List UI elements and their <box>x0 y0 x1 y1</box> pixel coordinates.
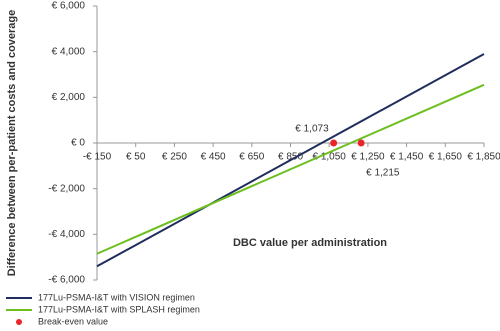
legend-label: 177Lu-PSMA-I&T with VISION regimen <box>38 292 195 302</box>
y-tick-label: € 6,000 <box>52 1 86 12</box>
x-tick-label: € 1,050 <box>313 152 347 163</box>
x-tick-label: € 250 <box>162 152 187 163</box>
y-tick-label: € 4,000 <box>52 46 86 57</box>
x-tick-label: € 650 <box>239 152 264 163</box>
series-line <box>96 53 485 268</box>
y-tick-label: -€ 2,000 <box>48 183 85 194</box>
y-tick-label: -€ 6,000 <box>48 275 85 286</box>
x-tick-label: € 850 <box>278 152 303 163</box>
legend-swatch <box>16 319 22 325</box>
x-tick-label: € 1,450 <box>390 152 424 163</box>
break-even-point <box>357 139 365 147</box>
x-axis-label: DBC value per administration <box>233 237 387 249</box>
break-even-label: € 1,073 <box>295 124 329 135</box>
x-tick-label: € 1,650 <box>429 152 463 163</box>
x-tick-label: € 1,850 <box>467 152 500 163</box>
y-tick-label: € 0 <box>71 138 85 149</box>
x-tick-label: € 1,250 <box>351 152 385 163</box>
x-tick-label: € 50 <box>126 152 146 163</box>
y-axis-label: Difference between per-patient costs and… <box>6 10 18 277</box>
break-even-label: € 1,215 <box>366 168 400 179</box>
break-even-point <box>330 139 338 147</box>
legend-label: Break-even value <box>38 316 108 326</box>
y-tick-label: € 2,000 <box>52 92 86 103</box>
x-tick-label: € 450 <box>201 152 226 163</box>
legend-label: 177Lu-PSMA-I&T with SPLASH regimen <box>38 304 200 314</box>
series-line <box>96 83 485 255</box>
y-tick-label: -€ 4,000 <box>48 229 85 240</box>
x-tick-label: -€ 150 <box>83 152 112 163</box>
